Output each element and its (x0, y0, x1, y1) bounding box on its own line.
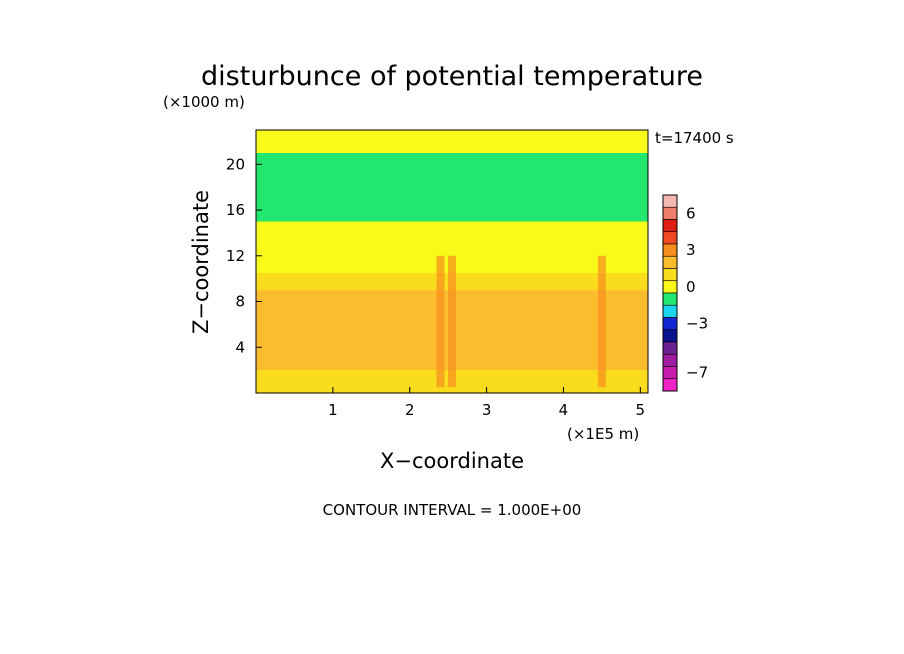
y-tick-label: 4 (235, 338, 245, 356)
plume-0 (436, 255, 445, 388)
x-tick-label: 1 (328, 401, 338, 419)
y-tick-label: 20 (226, 155, 245, 173)
colorbar-swatch (662, 341, 678, 355)
colorbar-swatch (662, 231, 678, 245)
colorbar-swatch (662, 329, 678, 343)
y-tick-label: 8 (235, 293, 245, 311)
plume-2 (597, 255, 606, 388)
x-axis-label: X−coordinate (380, 449, 524, 473)
x-tick-label: 5 (636, 401, 646, 419)
time-label: t=17400 s (655, 129, 734, 147)
y-axis-label: Z−coordinate (189, 190, 213, 334)
x-tick-label: 2 (405, 401, 415, 419)
colorbar-frame (662, 194, 678, 392)
colorbar-swatch (662, 366, 678, 380)
x-axis: 1 2 3 4 5 (328, 387, 645, 419)
y-axis: 4 8 12 16 20 (226, 155, 262, 356)
colorbar-tick-label: −3 (686, 315, 708, 333)
y-unit-label: (×1000 m) (163, 93, 245, 111)
colorbar-swatch (662, 194, 678, 208)
colorbar-swatch (662, 317, 678, 331)
colorbar-swatch (662, 304, 678, 318)
colorbar-swatch (662, 292, 678, 306)
contour-interval-label: CONTOUR INTERVAL = 1.000E+00 (323, 501, 582, 519)
colorbar-swatch (662, 353, 678, 367)
colorbar-swatch (662, 255, 678, 269)
contour-fill (256, 130, 648, 393)
colorbar-tick-label: 6 (686, 204, 696, 222)
x-tick-label: 3 (482, 401, 492, 419)
colorbar-tick-label: 3 (686, 241, 696, 259)
colorbar-swatch (662, 219, 678, 233)
colorbar-swatch (662, 243, 678, 257)
plot-frame (255, 129, 649, 394)
colorbar-swatch (662, 280, 678, 294)
y-tick-label: 16 (226, 201, 245, 219)
plume-1 (448, 255, 456, 388)
colorbar-tick-label: 0 (686, 278, 696, 296)
contour-band-4 (256, 152, 648, 222)
colorbar-swatch (662, 206, 678, 220)
colorbar-swatch (662, 268, 678, 282)
y-tick-label: 12 (226, 247, 245, 265)
colorbar-swatch (662, 378, 678, 392)
x-tick-label: 4 (559, 401, 569, 419)
colorbar: 6 3 0 −3 −7 (662, 194, 708, 392)
contour-band-5 (256, 130, 648, 153)
x-unit-label: (×1E5 m) (567, 425, 639, 443)
colorbar-tick-label: −7 (686, 364, 708, 382)
chart-title: disturbunce of potential temperature (201, 61, 703, 92)
